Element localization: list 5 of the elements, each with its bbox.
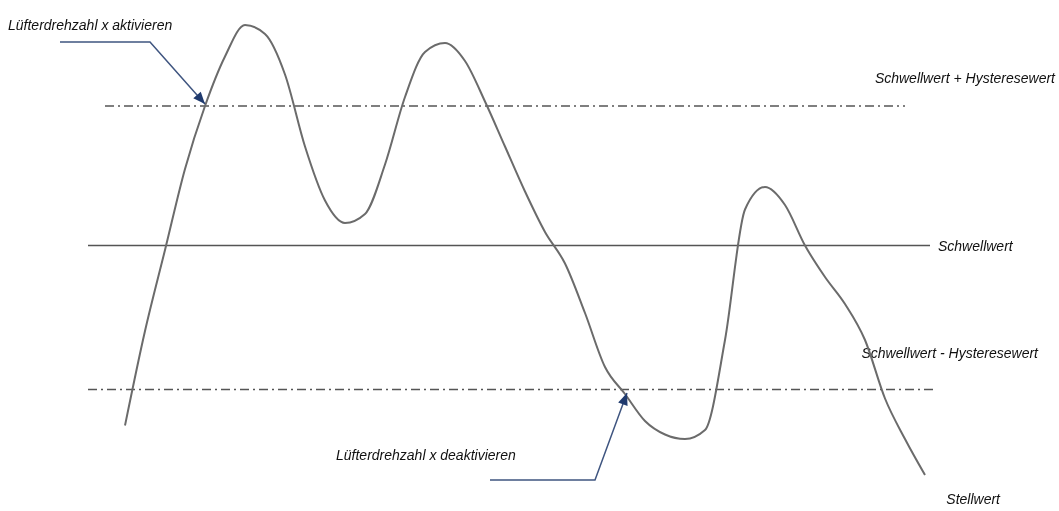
series-label: Stellwert — [946, 491, 1002, 507]
annotation: Lüfterdrehzahl x aktivieren — [8, 17, 173, 33]
ref-line-label: Schwellwert — [938, 237, 1014, 254]
ref-line-label: Schwellwert + Hysteresewert — [874, 70, 1057, 86]
annotation: Lüfterdrehzahl x deaktivieren — [336, 447, 516, 463]
